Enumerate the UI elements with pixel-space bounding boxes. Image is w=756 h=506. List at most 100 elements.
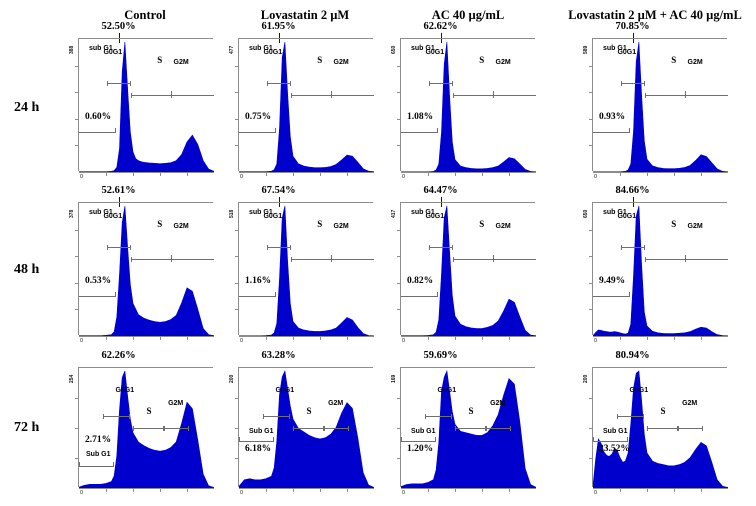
s-gate-cap-right [676, 426, 678, 431]
g0g1-gate-cap-left [425, 414, 427, 419]
s-gate [290, 94, 332, 96]
x-axis-tick [482, 173, 483, 176]
g0g1-percent-label: 52.50% [101, 21, 136, 32]
s-gate [130, 258, 172, 260]
x-axis-tick [106, 173, 107, 176]
sub-g1-gate [239, 132, 276, 134]
x-axis-tick [347, 337, 348, 340]
x-axis-origin-label: 0 [240, 338, 244, 344]
g2m-region-label: G2M [328, 400, 344, 408]
x-axis-line [239, 488, 374, 489]
histogram-curve [239, 41, 374, 172]
y-axis-tick [235, 256, 239, 257]
histogram-plot-p-48-lovastatin: 0 sub G1 G0G1 S G2M 1.16% [235, 202, 374, 344]
g0g1-gate-cap-left [617, 414, 619, 419]
g0g1-region-label: G0G1 [103, 213, 123, 220]
g0g1-percent-label: 64.47% [423, 185, 458, 196]
x-axis-tick [455, 173, 456, 176]
x-axis-tick [509, 173, 510, 176]
g2m-region-label: G2M [168, 400, 184, 408]
s-region-label: S [479, 219, 485, 229]
g0g1-gate [107, 82, 131, 84]
x-axis-line [79, 488, 214, 489]
sub-g1-gate-cap-left [593, 437, 594, 443]
sub-g1-percent-label: 0.60% [85, 112, 112, 123]
s-region-label: S [157, 219, 163, 229]
g0g1-gate-cap-left [267, 80, 269, 86]
x-axis-tick [266, 337, 267, 340]
x-axis-tick [620, 173, 621, 176]
y-axis-tick [397, 230, 401, 231]
g0g1-percent-label: 80.94% [615, 350, 650, 361]
sub-g1-gate-cap-right [437, 292, 439, 298]
g0g1-percent-label: 70.85% [615, 21, 650, 32]
g0g1-gate-cap-right [450, 414, 452, 419]
g2m-gate-cap-right [348, 426, 350, 431]
g2m-gate [324, 428, 349, 429]
sub-g1-region-label: sub G1 [249, 45, 273, 52]
x-axis-tick [160, 489, 161, 492]
g0g1-gate-cap-left [107, 244, 109, 250]
s-gate [130, 94, 172, 96]
sub-g1-gate-cap-right [115, 292, 117, 298]
g2m-region-label: G2M [687, 223, 703, 230]
x-axis-tick [674, 337, 675, 340]
y-axis-max-label: 200 [229, 374, 235, 383]
histogram-plot-p-24-control: 0 sub G1 G0G1 S G2M 0.60% [75, 38, 214, 180]
s-gate-cap-left [647, 426, 648, 431]
g2m-region-label: G2M [682, 400, 698, 408]
sub-g1-percent-label: 1.16% [245, 276, 272, 287]
sub-g1-region-label: sub G1 [89, 209, 113, 216]
sub-g1-gate-cap-right [629, 128, 631, 134]
y-axis-tick [75, 256, 79, 257]
y-axis-max-label: 388 [69, 45, 75, 54]
histogram-curve [239, 205, 374, 336]
x-axis-origin-label: 0 [594, 338, 598, 344]
sub-g1-gate [239, 296, 276, 298]
x-axis-line [239, 336, 374, 337]
g0g1-region-label: G0G1 [617, 49, 637, 56]
y-axis-tick [75, 398, 79, 399]
sub-g1-gate-cap-right [626, 437, 628, 443]
y-axis-tick [589, 92, 593, 93]
x-axis-tick [428, 173, 429, 176]
column-header-lovastatin: Lovastatin 2 µM [260, 8, 350, 22]
g0g1-percent-label: 59.69% [423, 350, 458, 361]
g2m-region-label: G2M [333, 223, 349, 230]
s-gate [133, 428, 163, 429]
histogram-curve [401, 41, 536, 172]
sub-g1-region-label: sub G1 [411, 45, 435, 52]
y-axis-tick [75, 145, 79, 146]
sub-g1-region-label: Sub G1 [411, 428, 436, 435]
x-axis-tick [106, 489, 107, 492]
g0g1-gate-cap-right [644, 244, 646, 250]
s-region-label: S [479, 55, 485, 65]
g2m-region-label: G2M [333, 59, 349, 66]
x-axis-tick [428, 337, 429, 340]
x-axis-tick [647, 173, 648, 176]
y-axis-tick [589, 145, 593, 146]
g2m-gate-cap-left [493, 254, 495, 260]
x-axis-tick [160, 173, 161, 176]
x-axis-line [401, 172, 536, 173]
x-axis-tick [320, 173, 321, 176]
g0g1-gate-cap-right [642, 414, 644, 419]
g0g1-percent-label: 67.54% [261, 185, 296, 196]
y-axis-tick [589, 283, 593, 284]
g0g1-gate-cap-right [290, 80, 292, 86]
g0g1-gate-cap-right [130, 244, 132, 250]
g0g1-gate [103, 416, 129, 417]
s-gate-cap-right [162, 426, 164, 431]
x-axis-line [593, 336, 728, 337]
s-region-label: S [317, 55, 323, 65]
x-axis-line [239, 172, 374, 173]
g0g1-gate [267, 82, 291, 84]
s-region-label: S [306, 406, 312, 417]
sub-g1-gate-cap-left [79, 462, 80, 468]
sub-g1-gate [593, 132, 630, 134]
g2m-gate-cap-left [171, 254, 173, 260]
g2m-region-label: G2M [490, 400, 506, 408]
y-axis-tick [397, 458, 401, 459]
y-axis-max-label: 254 [69, 374, 75, 383]
sub-g1-region-label: sub G1 [603, 209, 627, 216]
